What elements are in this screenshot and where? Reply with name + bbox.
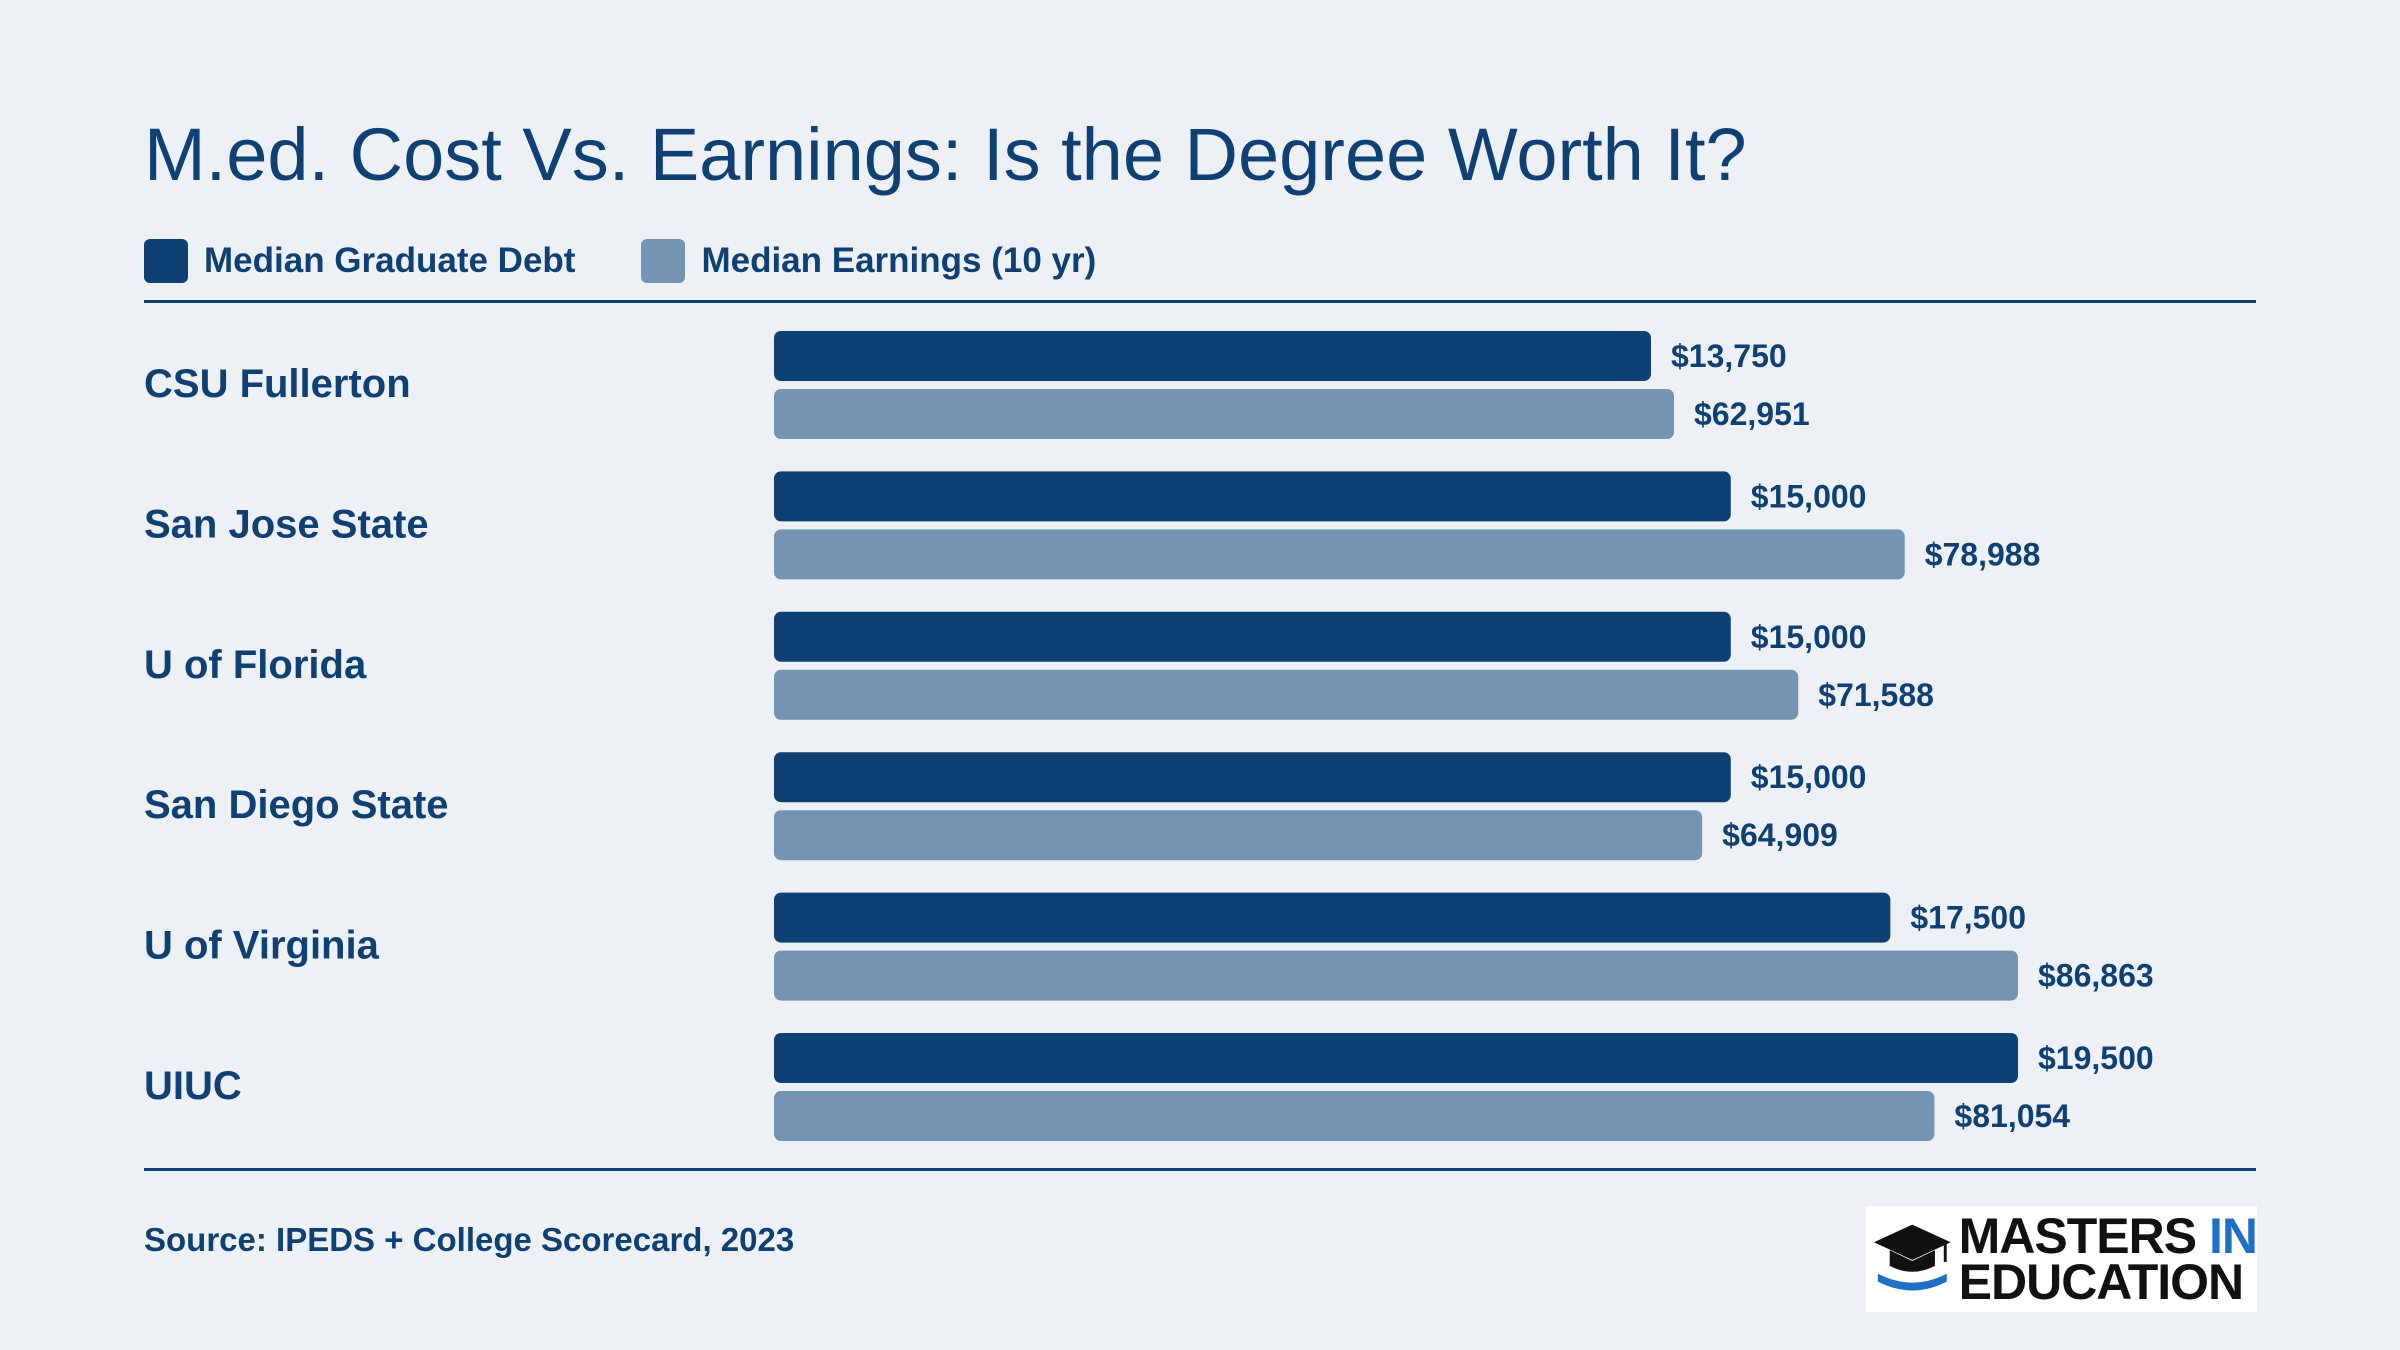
chart-title: M.ed. Cost Vs. Earnings: Is the Degree W… — [144, 113, 1747, 196]
bar-chart: CSU Fullerton $13,750 $62,951 San Jose Stat… — [144, 331, 2154, 1141]
bar-debt — [774, 471, 1731, 522]
logo-wordmark: MASTERS IN EDUCATION — [1958, 1211, 2258, 1310]
legend-label-debt: Median Graduate Debt — [204, 241, 576, 280]
value-label-debt: $15,000 — [1751, 619, 1867, 655]
value-label-earnings: $62,951 — [1694, 396, 1810, 432]
graduation-cap-icon — [1873, 1224, 1951, 1291]
value-label-debt: $13,750 — [1671, 338, 1787, 374]
bar-debt — [774, 752, 1731, 803]
legend-swatch-debt — [144, 239, 188, 283]
value-label-debt: $17,500 — [1910, 900, 2026, 936]
category-label: U of Virginia — [144, 924, 380, 968]
logo-text-masters: MASTERS — [1958, 1208, 2197, 1264]
legend-swatch-earnings — [641, 239, 686, 283]
bar-earnings — [774, 950, 2018, 1001]
bar-debt — [774, 892, 1891, 943]
logo-text-in: IN — [2209, 1208, 2258, 1264]
value-label-earnings: $64,909 — [1722, 817, 1838, 853]
bar-earnings — [774, 389, 1674, 439]
bar-earnings — [774, 810, 1703, 861]
value-label-earnings: $81,054 — [1954, 1098, 2070, 1134]
category-label: CSU Fullerton — [144, 362, 411, 406]
bar-debt — [774, 1033, 2018, 1083]
value-label-earnings: $78,988 — [1925, 536, 2041, 572]
category-label: U of Florida — [144, 643, 367, 687]
legend-item-debt: Median Graduate Debt — [144, 239, 575, 283]
value-label-earnings: $86,863 — [2038, 958, 2154, 994]
category-label: San Jose State — [144, 502, 429, 546]
source-note: Source: IPEDS + College Scorecard, 2023 — [144, 1221, 795, 1258]
legend-item-earnings: Median Earnings (10 yr) — [641, 239, 1096, 283]
legend-label-earnings: Median Earnings (10 yr) — [701, 241, 1097, 280]
value-label-debt: $15,000 — [1751, 478, 1867, 514]
bar-debt — [774, 611, 1731, 662]
bar-earnings — [774, 1091, 1935, 1141]
bar-earnings — [774, 529, 1905, 580]
legend: Median Graduate Debt Median Earnings (10… — [144, 238, 1162, 284]
category-label: UIUC — [144, 1064, 242, 1108]
masters-in-education-logo: MASTERS IN EDUCATION — [1866, 1206, 2258, 1312]
value-label-debt: $19,500 — [2038, 1040, 2154, 1076]
bottom-divider — [144, 1168, 2256, 1171]
category-label: San Diego State — [144, 783, 449, 827]
value-label-debt: $15,000 — [1751, 759, 1867, 795]
value-label-earnings: $71,588 — [1818, 677, 1934, 713]
bar-earnings — [774, 669, 1799, 720]
logo-text-education: EDUCATION — [1958, 1254, 2245, 1310]
bar-debt — [774, 331, 1651, 381]
top-divider — [144, 300, 2256, 303]
